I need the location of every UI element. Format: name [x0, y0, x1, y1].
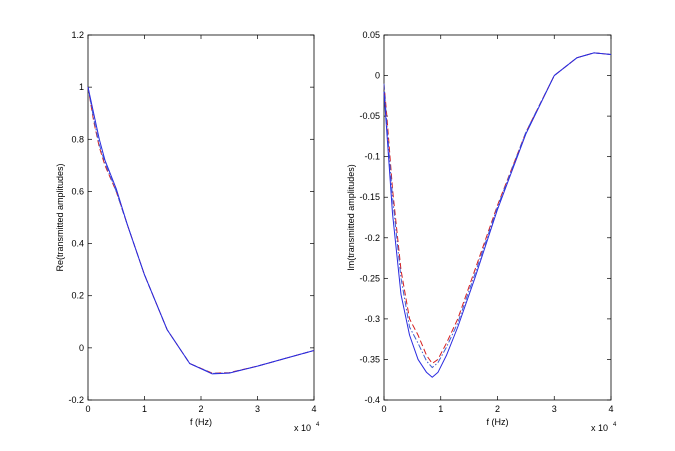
x-multiplier-label: x 10 — [294, 423, 311, 433]
axes-box — [383, 34, 612, 401]
y-tick-label: 0.6 — [71, 186, 84, 196]
y-tick-label: 0.4 — [71, 239, 84, 249]
y-axis-label: Im(transmitted amplitudes) — [346, 164, 356, 271]
x-axis-label: f (Hz) — [487, 417, 509, 427]
series-line-2 — [87, 87, 315, 375]
x-tick-label: 1 — [142, 404, 147, 414]
y-tick-label: -0.2 — [68, 395, 84, 405]
x-tick-label: 3 — [255, 404, 260, 414]
x-tick-label: 1 — [438, 404, 443, 414]
x-tick-label: 3 — [552, 404, 557, 414]
x-tick-label: 2 — [198, 404, 203, 414]
x-multiplier-exponent: 4 — [613, 422, 617, 428]
y-tick-label: -0.1 — [364, 152, 380, 162]
y-tick-label: 0.2 — [71, 291, 84, 301]
y-tick-label: 0.8 — [71, 134, 84, 144]
plot-imaginary-part: 0 1 2 3 4 -0.4 -0.35 -0.3 -0.25 -0.2 -0.15 -0.1 -0.0… — [346, 30, 617, 433]
y-axis-label: Re(transmitted amplitudes) — [55, 163, 65, 271]
y-tick-label: 0.05 — [362, 30, 380, 40]
axes-box — [87, 34, 315, 401]
x-tick-label: 4 — [608, 404, 613, 414]
plot-real-part: 0 1 2 3 4-0.200.20.40.60.811.2f (Hz)Re(trans… — [55, 30, 320, 433]
y-tick-label: -0.35 — [359, 354, 380, 364]
series-line-2 — [383, 52, 612, 378]
y-tick-label: -0.4 — [364, 395, 380, 405]
y-tick-label: 1.2 — [71, 30, 84, 40]
y-tick-label: 0 — [79, 343, 84, 353]
x-tick-label: 4 — [311, 404, 316, 414]
y-tick-label: 0 — [375, 71, 380, 81]
y-tick-label: -0.25 — [359, 273, 380, 283]
x-axis-label: f (Hz) — [190, 417, 212, 427]
x-tick-label: 0 — [85, 404, 90, 414]
y-tick-label: -0.3 — [364, 314, 380, 324]
x-multiplier-label: x 10 — [591, 423, 608, 433]
y-tick-label: -0.15 — [359, 192, 380, 202]
y-tick-label: 1 — [79, 82, 84, 92]
x-tick-label: 2 — [495, 404, 500, 414]
y-tick-label: -0.05 — [359, 111, 380, 121]
y-tick-label: -0.2 — [364, 233, 380, 243]
x-tick-label: 0 — [381, 404, 386, 414]
x-multiplier-exponent: 4 — [316, 422, 320, 428]
